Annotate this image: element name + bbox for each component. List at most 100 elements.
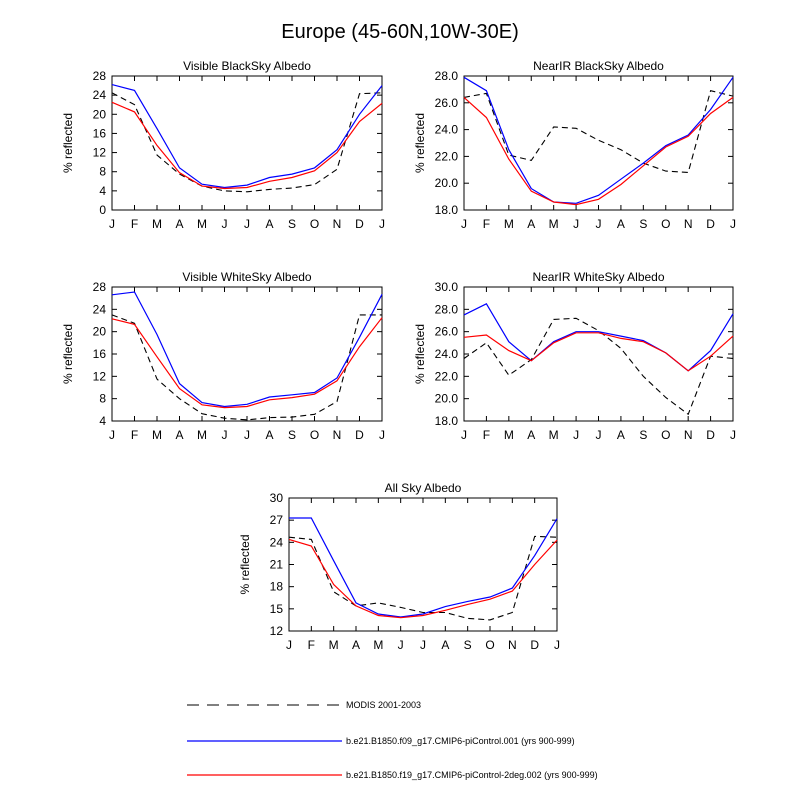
- y-tick-label: 16: [93, 347, 107, 361]
- y-axis-label: % reflected: [61, 324, 75, 384]
- x-tick-label: O: [661, 217, 670, 231]
- x-tick-label: M: [197, 217, 207, 231]
- x-tick-label: J: [286, 638, 292, 652]
- f19-line: [111, 317, 383, 409]
- y-tick-label: 26.0: [435, 325, 459, 339]
- x-tick-label: J: [109, 428, 115, 442]
- x-tick-label: N: [333, 428, 342, 442]
- y-tick-label: 8: [99, 392, 106, 406]
- y-tick-label: 0: [99, 203, 106, 217]
- chart-panel-3: Visible WhiteSky Albedo % reflected 4 8 12 16…: [61, 270, 385, 442]
- f19-line: [463, 96, 734, 206]
- x-tick-label: J: [109, 217, 115, 231]
- y-tick-label: 16: [93, 126, 107, 140]
- x-tick-label: J: [379, 428, 385, 442]
- f09-line: [463, 303, 734, 372]
- chart-panels: Visible BlackSky Albedo % reflected 0 4 8 12 1…: [61, 59, 736, 652]
- x-tick-label: A: [617, 217, 625, 231]
- y-tick-label: 30: [270, 491, 284, 505]
- plot-frame: [463, 286, 734, 422]
- x-tick-label: A: [175, 217, 183, 231]
- x-tick-label: J: [596, 217, 602, 231]
- x-tick-label: J: [420, 638, 426, 652]
- x-tick-label: F: [131, 217, 138, 231]
- x-tick-label: J: [730, 217, 736, 231]
- y-tick-label: 18.0: [435, 414, 459, 428]
- y-tick-label: 8: [99, 165, 106, 179]
- modis-line: [111, 92, 383, 193]
- f09-line: [111, 84, 383, 189]
- figure-title: Europe (45-60N,10W-30E): [281, 21, 519, 43]
- x-tick-label: D: [530, 638, 539, 652]
- subplot-title: NearIR WhiteSky Albedo: [532, 270, 664, 284]
- y-tick-label: 24: [270, 535, 284, 549]
- y-tick-label: 28.0: [435, 69, 459, 83]
- chart-panel-5: All Sky Albedo % reflected 12 15 18 21 24 27 30 J…: [238, 481, 560, 652]
- x-tick-label: F: [483, 428, 490, 442]
- x-tick-label: O: [310, 217, 319, 231]
- y-axis-label: % reflected: [413, 113, 427, 173]
- y-tick-label: 24: [93, 88, 107, 102]
- x-tick-label: S: [464, 638, 472, 652]
- y-tick-label: 15: [270, 602, 284, 616]
- legend-label-3: b.e21.B1850.f19_g17.CMIP6-piControl-2deg…: [346, 770, 598, 780]
- x-tick-label: A: [441, 638, 449, 652]
- x-tick-label: M: [152, 217, 162, 231]
- x-tick-label: F: [308, 638, 315, 652]
- plot-frame: [288, 497, 558, 632]
- plot-frame: [111, 286, 383, 422]
- f19-line: [111, 101, 383, 190]
- x-tick-label: J: [596, 428, 602, 442]
- x-tick-label: M: [152, 428, 162, 442]
- x-tick-label: J: [573, 428, 579, 442]
- x-tick-label: A: [527, 217, 535, 231]
- y-tick-label: 27: [270, 513, 284, 527]
- subplot-title: NearIR BlackSky Albedo: [533, 59, 664, 73]
- x-tick-label: D: [706, 217, 715, 231]
- x-tick-label: J: [244, 217, 250, 231]
- legend: MODIS 2001-2003 b.e21.B1850.f09_g17.CMIP6…: [187, 700, 598, 780]
- chart-panel-1: Visible BlackSky Albedo % reflected 0 4 8 12 1…: [61, 59, 385, 231]
- x-tick-label: D: [706, 428, 715, 442]
- y-tick-label: 20: [93, 107, 107, 121]
- x-tick-label: D: [355, 217, 364, 231]
- x-tick-label: J: [222, 428, 228, 442]
- f09-line: [463, 76, 734, 204]
- legend-label-2: b.e21.B1850.f09_g17.CMIP6-piControl.001 …: [346, 736, 575, 746]
- x-tick-label: M: [197, 428, 207, 442]
- legend-label-1: MODIS 2001-2003: [346, 700, 421, 710]
- x-tick-label: S: [288, 217, 296, 231]
- x-tick-label: J: [244, 428, 250, 442]
- x-tick-label: N: [684, 217, 693, 231]
- x-tick-label: F: [131, 428, 138, 442]
- x-tick-label: J: [461, 217, 467, 231]
- modis-line: [288, 535, 558, 621]
- x-tick-label: M: [549, 428, 559, 442]
- x-tick-label: S: [639, 217, 647, 231]
- x-tick-label: J: [554, 638, 560, 652]
- x-tick-label: O: [310, 428, 319, 442]
- x-tick-label: M: [549, 217, 559, 231]
- chart-panel-2: NearIR BlackSky Albedo % reflected 18.0 20.…: [413, 59, 736, 231]
- y-tick-label: 24: [93, 302, 107, 316]
- y-tick-label: 26.0: [435, 96, 459, 110]
- y-tick-label: 4: [99, 414, 106, 428]
- x-tick-label: S: [288, 428, 296, 442]
- y-tick-label: 18: [270, 580, 284, 594]
- y-tick-label: 12: [93, 146, 107, 160]
- x-tick-label: A: [265, 217, 273, 231]
- x-tick-label: N: [333, 217, 342, 231]
- y-tick-label: 20.0: [435, 392, 459, 406]
- y-tick-label: 12: [270, 624, 284, 638]
- y-axis-label: % reflected: [61, 113, 75, 173]
- y-tick-label: 21: [270, 558, 284, 572]
- x-tick-label: O: [661, 428, 670, 442]
- subplot-title: All Sky Albedo: [385, 481, 462, 495]
- x-tick-label: M: [504, 217, 514, 231]
- subplot-title: Visible WhiteSky Albedo: [182, 270, 312, 284]
- y-tick-label: 12: [93, 369, 107, 383]
- x-tick-label: M: [373, 638, 383, 652]
- f09-line: [289, 517, 558, 618]
- x-tick-label: D: [355, 428, 364, 442]
- y-tick-label: 30.0: [435, 280, 459, 294]
